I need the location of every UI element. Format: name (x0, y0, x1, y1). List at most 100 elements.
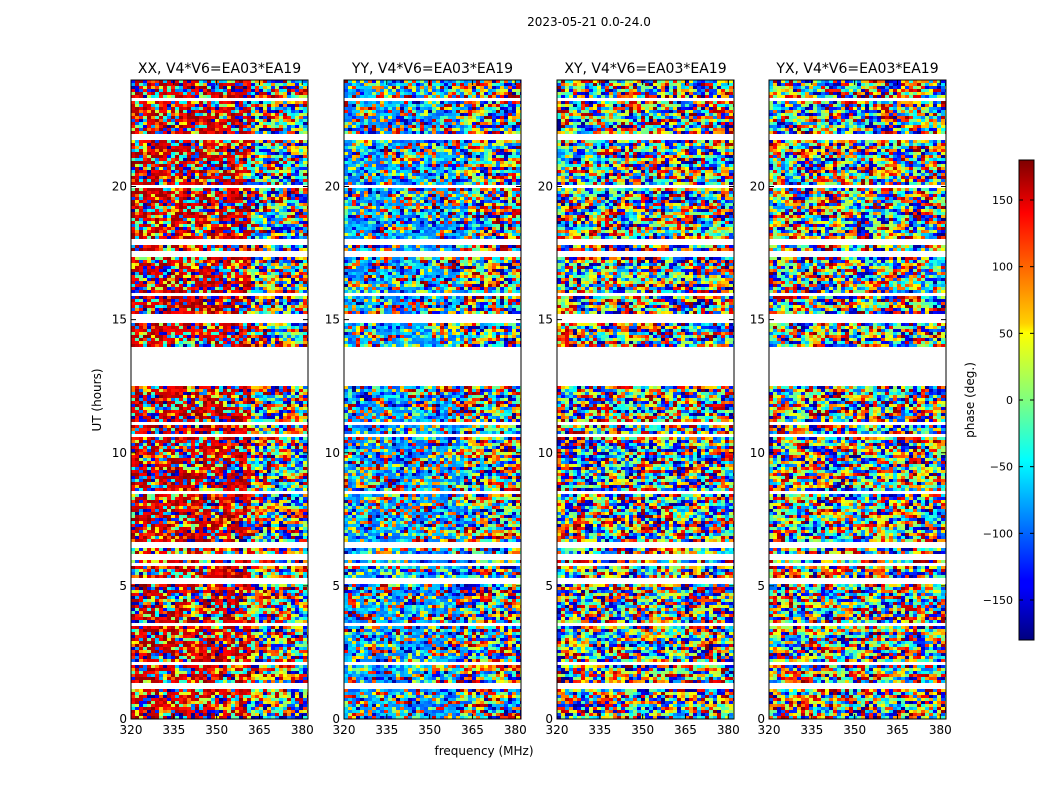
heatmap-cell (251, 119, 255, 122)
heatmap-cell (227, 269, 231, 272)
heatmap-cell (207, 236, 211, 239)
heatmap-cell (195, 269, 199, 272)
heatmap-cell (171, 440, 175, 443)
heatmap-cell (199, 194, 203, 197)
heatmap-cell (155, 338, 159, 341)
heatmap-cell (143, 419, 147, 422)
heatmap-cell (247, 461, 251, 464)
heatmap-cell (171, 176, 175, 179)
heatmap-cell (299, 386, 303, 389)
heatmap-cell (191, 440, 195, 443)
heatmap-cell (163, 389, 167, 392)
heatmap-cell (135, 248, 139, 251)
heatmap-cell (167, 92, 171, 95)
heatmap-cell (259, 416, 263, 419)
heatmap-cell (243, 140, 247, 143)
heatmap-cell (211, 479, 215, 482)
heatmap-cell (211, 173, 215, 176)
heatmap-cell (247, 398, 251, 401)
heatmap-cell (159, 404, 163, 407)
heatmap-cell (183, 209, 187, 212)
heatmap-cell (255, 494, 259, 497)
heatmap-cell (215, 107, 219, 110)
heatmap-cell (159, 278, 163, 281)
heatmap-cell (303, 209, 307, 212)
heatmap-cell (271, 476, 275, 479)
heatmap-cell (175, 140, 179, 143)
heatmap-cell (291, 248, 295, 251)
heatmap-cell (255, 191, 259, 194)
heatmap-cell (287, 443, 291, 446)
heatmap-cell (287, 305, 291, 308)
heatmap-cell (263, 308, 267, 311)
heatmap-cell (183, 200, 187, 203)
heatmap-cell (203, 278, 207, 281)
heatmap-cell (211, 122, 215, 125)
heatmap-cell (199, 131, 203, 134)
heatmap-cell (179, 209, 183, 212)
heatmap-cell (151, 446, 155, 449)
heatmap-cell (167, 224, 171, 227)
heatmap-cell (259, 464, 263, 467)
heatmap-cell (215, 113, 219, 116)
heatmap-cell (183, 83, 187, 86)
heatmap-cell (159, 257, 163, 260)
heatmap-cell (199, 392, 203, 395)
heatmap-cell (219, 452, 223, 455)
heatmap-cell (211, 92, 215, 95)
heatmap-cell (259, 284, 263, 287)
heatmap-cell (303, 149, 307, 152)
heatmap-cell (235, 278, 239, 281)
heatmap-cell (231, 83, 235, 86)
heatmap-cell (219, 128, 223, 131)
heatmap-cell (235, 272, 239, 275)
heatmap-cell (155, 119, 159, 122)
heatmap-cell (139, 413, 143, 416)
heatmap-cell (247, 473, 251, 476)
heatmap-cell (199, 101, 203, 104)
heatmap-cell (183, 290, 187, 293)
heatmap-cell (159, 182, 163, 185)
heatmap-cell (263, 92, 267, 95)
heatmap-cell (139, 440, 143, 443)
heatmap-cell (163, 149, 167, 152)
heatmap-cell (231, 437, 235, 440)
heatmap-cell (163, 311, 167, 314)
heatmap-cell (171, 452, 175, 455)
heatmap-cell (203, 338, 207, 341)
heatmap-cell (287, 245, 291, 248)
heatmap-cell (175, 266, 179, 269)
heatmap-cell (231, 209, 235, 212)
heatmap-cell (247, 161, 251, 164)
heatmap-cell (223, 467, 227, 470)
heatmap-cell (259, 461, 263, 464)
heatmap-cell (155, 302, 159, 305)
heatmap-cell (303, 284, 307, 287)
heatmap-cell (219, 461, 223, 464)
heatmap-cell (155, 344, 159, 347)
heatmap-cell (227, 278, 231, 281)
heatmap-cell (227, 494, 231, 497)
heatmap-cell (219, 284, 223, 287)
heatmap-cell (207, 419, 211, 422)
heatmap-cell (243, 440, 247, 443)
heatmap-cell (279, 113, 283, 116)
heatmap-cell (283, 224, 287, 227)
heatmap-cell (295, 215, 299, 218)
heatmap-cell (207, 488, 211, 491)
heatmap-cell (199, 404, 203, 407)
heatmap-cell (143, 224, 147, 227)
heatmap-cell (287, 335, 291, 338)
heatmap-cell (291, 452, 295, 455)
heatmap-cell (263, 158, 267, 161)
heatmap-cell (195, 335, 199, 338)
heatmap-cell (227, 236, 231, 239)
heatmap-cell (227, 86, 231, 89)
heatmap-cell (235, 104, 239, 107)
heatmap-cell (303, 86, 307, 89)
heatmap-cell (231, 440, 235, 443)
heatmap-cell (159, 335, 163, 338)
heatmap-cell (215, 188, 219, 191)
heatmap-cell (195, 389, 199, 392)
heatmap-cell (191, 413, 195, 416)
